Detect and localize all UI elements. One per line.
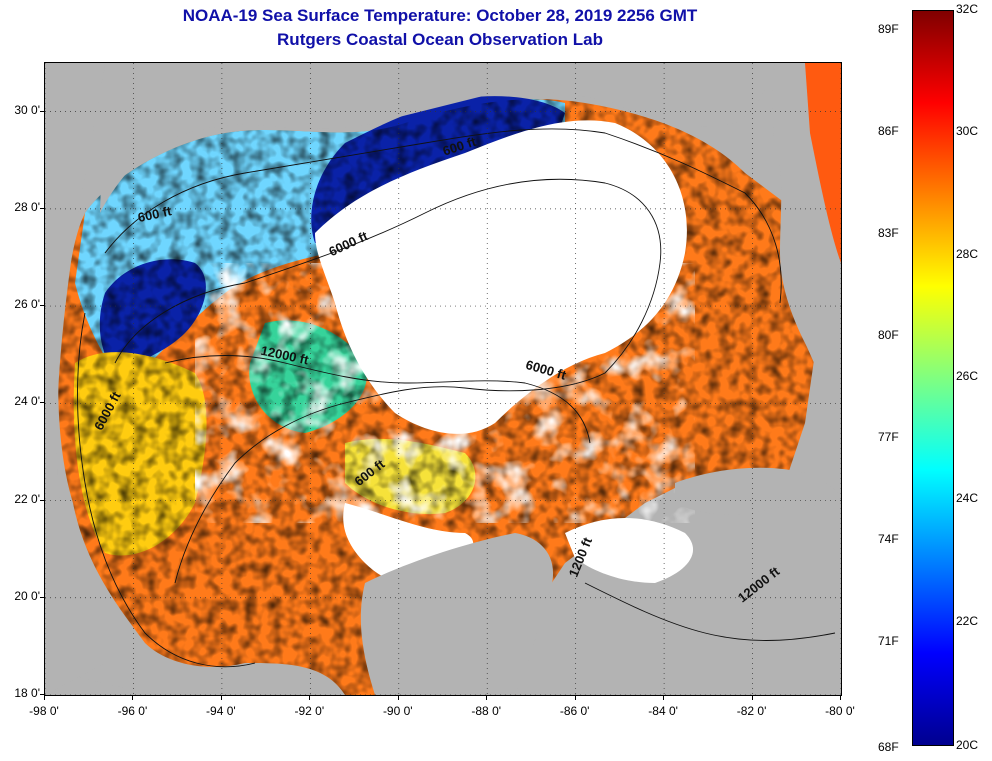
latitude-tick-mark (40, 305, 44, 307)
latitude-tick-label: 24 0' (14, 394, 40, 409)
longitude-tick-label: -88 0' (471, 704, 502, 718)
colorbar-fahrenheit-label: 83F (878, 226, 899, 241)
colorbar-celsius-label: 28C (956, 246, 979, 261)
longitude-tick-label: -86 0' (559, 704, 590, 718)
colorbar-fahrenheit-label: 68F (878, 740, 899, 754)
longitude-tick-mark (486, 695, 488, 700)
graticule (45, 63, 841, 695)
longitude-tick-mark (751, 695, 753, 700)
colorbar-celsius-label: 24C (956, 491, 979, 506)
contour-600ft (104, 128, 782, 304)
colorbar-fahrenheit-label: 71F (878, 634, 899, 649)
colorbar-celsius-label: 20C (956, 738, 979, 752)
colorbar-fahrenheit-label: 80F (878, 328, 899, 343)
latitude-tick-label: 28 0' (14, 199, 40, 214)
colorbar-fahrenheit-label: 74F (878, 532, 899, 547)
us-gulf-coast-land (100, 63, 775, 213)
longitude-tick-label: -98 0' (29, 704, 59, 718)
cuba-land (675, 467, 841, 515)
mexico-south-land (45, 663, 205, 695)
latitude-tick-mark (40, 596, 44, 598)
colorbar-fahrenheit-label: 77F (878, 430, 899, 445)
latitude-tick-mark (40, 110, 44, 112)
longitude-tick-mark (44, 695, 45, 700)
latitude-tick-label: 18 0' (14, 686, 40, 700)
longitude-tick-label: -82 0' (736, 704, 767, 718)
longitude-tick-label: -96 0' (117, 704, 148, 718)
contour-label: 600 ft (136, 203, 173, 225)
colorbar-celsius-label: 26C (956, 369, 979, 383)
latitude-tick-label: 20 0' (14, 588, 40, 603)
colorbar-fahrenheit-label: 89F (878, 22, 899, 37)
yucatan-land (360, 533, 554, 695)
longitude-tick-mark (309, 695, 311, 700)
longitude-tick-mark (397, 695, 399, 700)
colorbar-gradient (913, 11, 953, 745)
longitude-tick-label: -80 0' (825, 704, 855, 718)
mexico-west-land (45, 63, 105, 695)
map-subtitle: Rutgers Coastal Ocean Observation Lab (277, 30, 603, 49)
contour-caribbean (584, 582, 836, 641)
longitude-tick-label: -84 0' (648, 704, 678, 718)
longitude-tick-label: -92 0' (294, 704, 325, 718)
sst-map[interactable]: 600 ft 600 ft 6000 ft 12000 ft 6000 ft 6000 f… (44, 62, 842, 696)
latitude-tick-label: 22 0' (14, 491, 40, 506)
longitude-tick-label: -94 0' (206, 704, 236, 718)
longitude-tick-mark (840, 695, 841, 700)
sst-atlantic-warm (805, 63, 841, 263)
latitude-tick-label: 30 0' (14, 102, 40, 117)
latitude-tick-mark (40, 402, 44, 404)
longitude-tick-label: -90 0' (382, 704, 413, 718)
latitude-tick-mark (40, 207, 44, 209)
map-title: NOAA-19 Sea Surface Temperature: October… (182, 6, 698, 25)
longitude-tick-mark (132, 695, 134, 700)
colorbar-celsius-label: 22C (956, 613, 979, 628)
colorbar-fahrenheit-label: 86F (878, 124, 899, 139)
sst-colorbar (912, 10, 954, 746)
longitude-tick-mark (663, 695, 665, 700)
longitude-tick-mark (574, 695, 576, 700)
latitude-tick-mark (40, 499, 44, 501)
cloud-cover-yucatan-strait (565, 518, 694, 583)
longitude-tick-mark (220, 695, 222, 700)
colorbar-celsius-label: 32C (956, 2, 979, 16)
cloud-specks (195, 263, 695, 523)
contour-west-6000ft (77, 312, 256, 668)
contour-6000ft (114, 178, 662, 584)
colorbar-celsius-label: 30C (956, 124, 979, 139)
latitude-tick-label: 26 0' (14, 297, 40, 312)
latitude-tick-mark (40, 694, 44, 695)
contour-12000ft (164, 355, 591, 444)
